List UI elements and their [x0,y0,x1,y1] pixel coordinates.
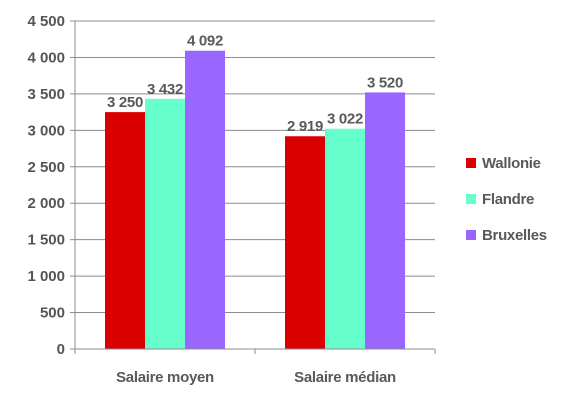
legend-label: Wallonie [482,155,541,172]
y-tick-label: 2 000 [27,195,65,212]
data-label: 4 092 [187,33,223,50]
data-label: 2 919 [287,118,323,135]
x-category-label: Salaire médian [294,369,396,386]
category-labels: Salaire moyen Salaire médian [116,369,396,386]
y-tick-label: 0 [57,341,65,358]
bar-wallonie-1 [105,112,145,349]
y-tick-label: 4 500 [27,13,65,30]
legend-label: Bruxelles [482,227,547,244]
legend-label: Flandre [482,191,534,208]
legend-swatch-wallonie [466,158,476,168]
y-axis-ticks: 0 500 1 000 1 500 2 000 2 500 3 000 3 500 4 000 4… [27,13,65,358]
x-category-label: Salaire moyen [116,369,214,386]
bar-bruxelles-1 [185,50,225,349]
legend-swatch-flandre [466,194,476,204]
legend-swatch-bruxelles [466,230,476,240]
y-tick-label: 4 000 [27,49,65,66]
data-label: 3 250 [107,94,143,111]
bars [105,50,405,349]
data-label: 3 432 [147,81,183,98]
y-tick-label: 3 000 [27,122,65,139]
y-tick-label: 1 000 [27,268,65,285]
legend: Wallonie Flandre Bruxelles [466,155,547,244]
axes [70,20,436,354]
data-label: 3 520 [367,74,403,91]
y-tick-label: 1 500 [27,232,65,249]
data-label: 3 022 [327,111,363,128]
bar-bruxelles-2 [365,92,405,349]
bar-flandre-1 [145,98,185,349]
y-tick-label: 2 500 [27,159,65,176]
bar-flandre-2 [325,128,365,349]
y-tick-label: 3 500 [27,86,65,103]
bar-wallonie-2 [285,136,325,349]
y-tick-label: 500 [40,305,65,322]
